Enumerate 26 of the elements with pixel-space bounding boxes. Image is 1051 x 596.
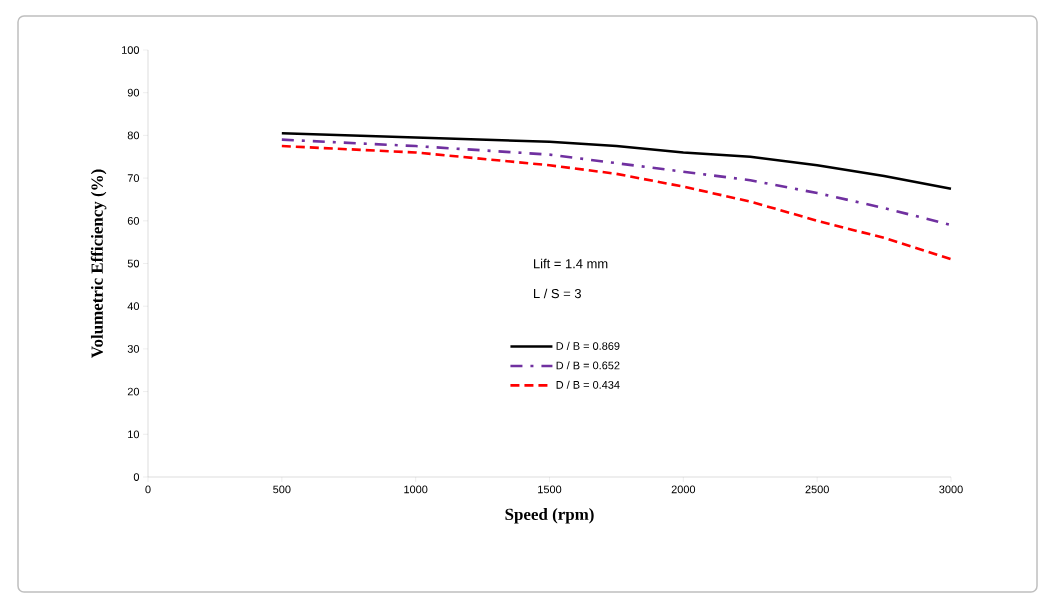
y-tick-label: 10 (128, 430, 140, 439)
x-tick-label: 1500 (538, 485, 562, 494)
y-tick-label: 0 (133, 473, 140, 481)
line-series (280, 131, 953, 191)
annotation: Lift = 1.4 mm (534, 258, 608, 269)
y-tick-label: 50 (127, 259, 140, 268)
x-tick-label: 2500 (805, 485, 829, 494)
x-tick-label: 0 (145, 485, 151, 494)
x-tick-label: 500 (273, 485, 291, 494)
y-axis-title: Volumetric Efficiency (%) (90, 169, 107, 358)
x-axis-title: Speed (rpm) (505, 508, 594, 524)
legend-label: D / B = 0.434 (556, 380, 620, 389)
y-tick-label: 30 (127, 345, 140, 353)
y-tick-label: 40 (127, 302, 140, 311)
x-tick-label: 3000 (939, 485, 963, 494)
y-tick-label: 60 (127, 216, 140, 225)
annotation: L / S = 3 (534, 288, 581, 299)
y-tick-label: 80 (127, 131, 140, 140)
x-tick-label: 2000 (671, 485, 696, 494)
y-tick-label: 90 (127, 88, 140, 97)
legend-label: D / B = 0.869 (556, 341, 620, 350)
legend-label: D / B = 0.652 (556, 361, 620, 370)
y-tick-label: 20 (127, 387, 140, 396)
x-tick-label: 1000 (404, 485, 428, 494)
y-tick-label: 100 (122, 46, 140, 54)
y-tick-label: 70 (127, 174, 140, 182)
